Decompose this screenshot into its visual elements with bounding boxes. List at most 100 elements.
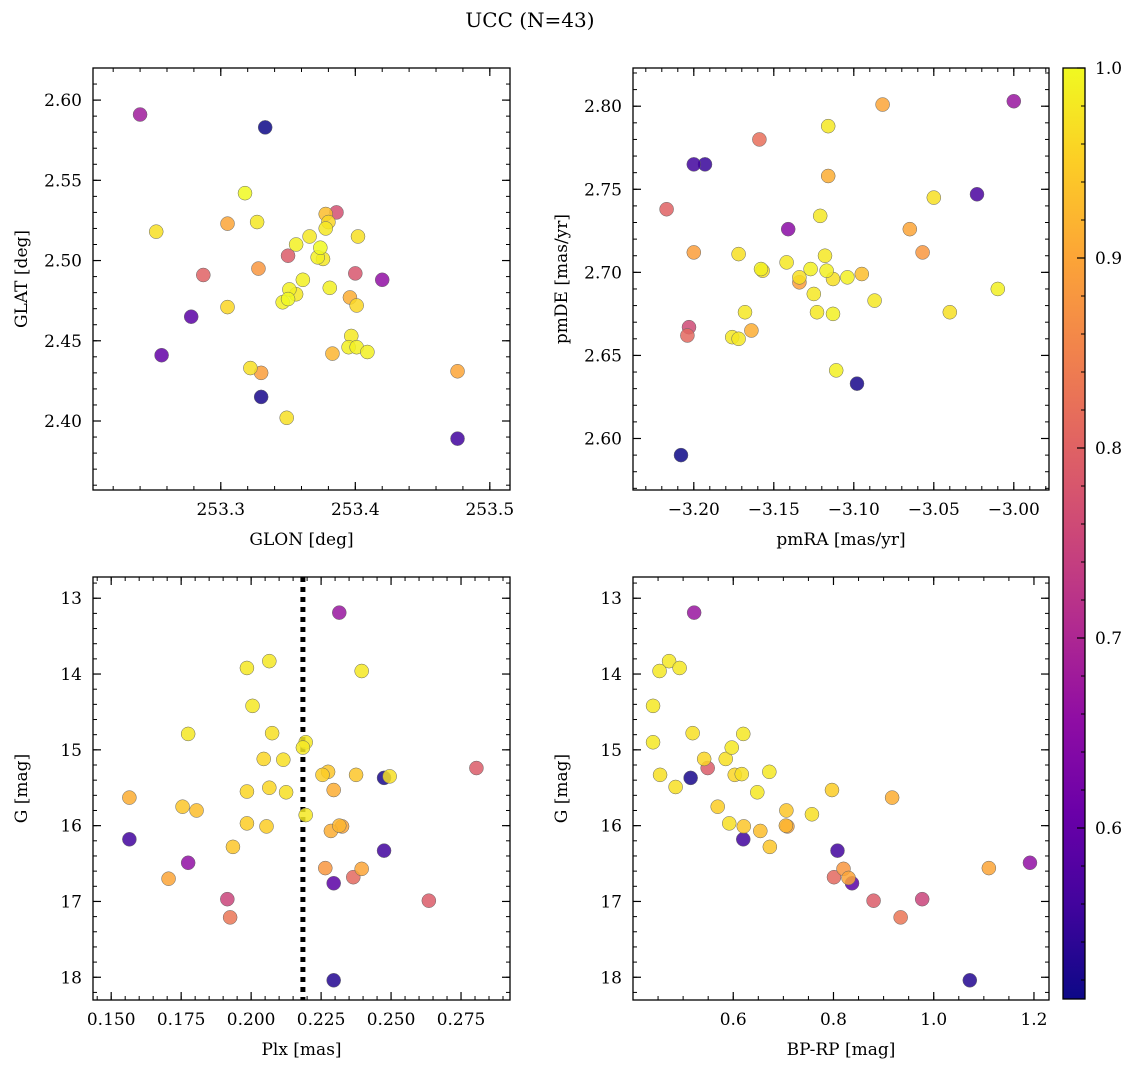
y-tick-label: 13 [600,589,622,609]
data-point [792,270,807,285]
data-point [382,769,397,784]
data-point [686,605,702,620]
x-axis-label: BP-RP [mag] [787,1040,896,1060]
x-tick-label: −3.20 [668,500,720,520]
data-point [349,298,364,313]
data-point [721,816,737,831]
x-axis-label: Plx [mas] [261,1040,341,1060]
data-point [245,698,260,714]
y-tick-label: 2.60 [44,91,82,111]
data-point [849,376,865,391]
data-point [645,735,661,750]
data-point [295,272,311,288]
data-point [154,347,169,363]
y-tick-label: 15 [600,741,622,761]
x-tick-label: −3.15 [748,500,800,520]
data-point [752,132,767,147]
y-tick-label: 2.60 [584,429,622,449]
data-point [915,245,930,260]
data-point [122,832,137,847]
data-point [196,267,211,283]
y-tick-label: 14 [600,665,622,685]
x-tick-label: 0.250 [367,1010,416,1030]
y-tick-label: 2.70 [584,263,622,283]
data-point [374,272,390,288]
data-point [884,790,900,805]
data-point [253,389,269,405]
data-point [469,760,484,776]
data-point [326,973,341,988]
data-point [645,698,661,714]
y-axis-label: pmDE [mas/yr] [552,214,572,344]
data-points [132,107,465,446]
data-point [256,751,271,767]
y-tick-label: 2.65 [584,346,622,366]
data-point [298,807,313,823]
data-point [734,766,750,782]
y-tick-label: 2.50 [44,252,82,272]
data-point [875,97,890,112]
data-point [421,893,437,908]
data-point [659,201,674,217]
data-point [161,871,176,886]
data-point [288,237,304,252]
data-point [686,245,702,260]
x-tick-label: 0.225 [297,1010,346,1030]
data-point [239,816,255,831]
minor-ticks [632,577,1049,1000]
x-tick-label: −3.10 [828,500,880,520]
data-point [914,891,930,907]
data-point [280,248,296,263]
data-point [239,660,255,676]
data-point [812,208,828,224]
data-point [685,725,700,741]
data-point [753,823,768,839]
x-axis-label: GLON [deg] [249,530,353,550]
data-point [354,663,369,679]
data-point [220,891,235,907]
data-point [820,118,836,134]
data-point [750,785,765,800]
data-point [824,782,840,798]
plot-frame [92,67,511,491]
data-point [780,221,796,237]
data-point [180,855,196,871]
data-point [450,431,465,446]
data-point [737,304,753,320]
data-point [302,229,317,244]
data-point [326,782,341,798]
data-point [326,876,341,891]
data-point [239,784,255,799]
data-point [762,764,777,780]
data-point [668,779,683,795]
data-point [222,910,238,925]
data-point [926,190,942,205]
scatter-panel-1: 253.3 253.4 253.5 2.40 2.45 2.50 2.55 2.60 GLON … [12,67,514,550]
data-point [718,751,733,767]
data-point [893,910,908,925]
data-point [322,280,337,296]
data-point [325,346,340,361]
data-point [736,819,752,834]
x-tick-label: 253.4 [331,500,380,520]
data-point [867,293,882,308]
y-tick-label: 2.75 [584,180,622,200]
data-point [661,653,677,669]
data-point [806,286,822,302]
data-points [122,605,484,988]
data-point [318,221,333,236]
x-tick-label: 1.2 [1020,1010,1047,1030]
y-tick-label: 2.55 [44,171,82,191]
data-point [820,168,836,184]
y-tick-label: 2.45 [44,332,82,352]
data-point [122,790,137,805]
colorbar-tick-label: 0.6 [1095,819,1122,839]
y-axis-label: G [mag] [552,754,572,823]
data-point [276,752,291,767]
data-point [251,261,266,276]
y-tick-label: 2.80 [584,97,622,117]
x-tick-label: 0.6 [720,1010,747,1030]
data-point [724,740,739,755]
x-tick-label: 0.150 [87,1010,136,1030]
